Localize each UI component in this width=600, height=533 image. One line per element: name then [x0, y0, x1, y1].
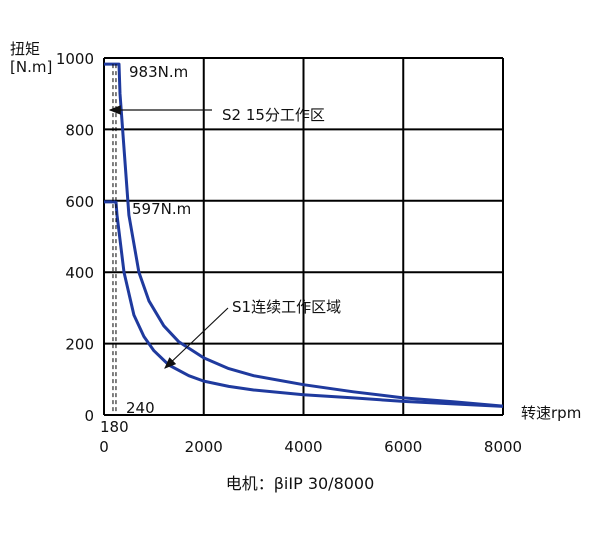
x-axis-title: 转速rpm: [521, 404, 581, 422]
arrow-s1: [164, 307, 229, 369]
x-tick-label: 8000: [484, 438, 522, 456]
series: [104, 62, 504, 408]
y-tick-label: 1000: [56, 50, 94, 68]
y-tick-label: 800: [65, 121, 94, 139]
y-tick-label: 400: [65, 264, 94, 282]
chart-caption: 电机：βiIP 30/8000: [225, 474, 375, 493]
annotation-rated-torque: 597N.m: [132, 200, 191, 218]
annotation-peak-torque: 983N.m: [129, 63, 188, 81]
x-tick-label: 2000: [185, 438, 223, 456]
y-axis-unit: [N.m]: [10, 58, 53, 76]
x-tick-label: 4000: [284, 438, 322, 456]
x-tick-label: 6000: [384, 438, 422, 456]
annotation-s2-region: S2 15分工作区: [222, 106, 325, 124]
series-line-1: [104, 62, 504, 408]
annotation-180: 180: [100, 418, 129, 436]
y-tick-label: 600: [65, 193, 94, 211]
annotation-240: 240: [126, 399, 155, 417]
y-tick-label: 200: [65, 336, 94, 354]
grid: [103, 57, 504, 416]
y-tick-label: 0: [84, 407, 94, 425]
series-line-2: [104, 200, 504, 408]
axes: 0 2000 4000 6000 8000 0 200 400 600 800 1000 转速rpm: [56, 50, 582, 456]
annotation-s1-region: S1连续工作区域: [232, 298, 341, 316]
y-axis-title: 扭矩: [10, 40, 41, 58]
x-tick-label: 0: [99, 438, 109, 456]
